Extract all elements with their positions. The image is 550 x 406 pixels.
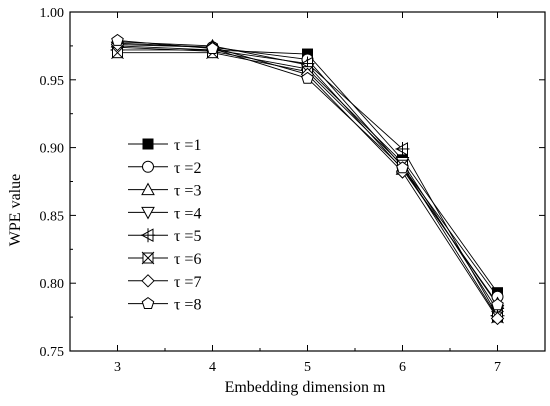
data-point-s8-m5 (301, 71, 314, 84)
legend-marker (141, 274, 155, 288)
y-tick-label: 0.95 (40, 74, 65, 89)
marker-shape (141, 296, 155, 309)
marker-shape (396, 161, 409, 174)
marker-shape (301, 71, 314, 84)
legend-marker (141, 206, 155, 220)
x-tick-label: 5 (304, 360, 311, 375)
legend-marker (141, 251, 155, 265)
legend-marker (142, 160, 154, 173)
legend-marker (142, 138, 154, 150)
legend-item-7: τ =7 (128, 274, 201, 291)
marker-shape (206, 41, 219, 54)
x-tick-label: 7 (494, 360, 501, 375)
marker-x-b (111, 46, 124, 60)
data-point-s8-m7 (491, 298, 504, 311)
y-axis-title: WPE value (7, 174, 24, 246)
legend-label: τ =7 (174, 274, 201, 291)
data-point-s6-m3 (111, 46, 124, 60)
legend-marker (141, 296, 155, 309)
legend-item-8: τ =8 (128, 297, 201, 314)
legend-item-2: τ =2 (128, 160, 201, 177)
data-point-s5-m6 (395, 141, 410, 156)
legend-label: τ =4 (174, 205, 201, 222)
legend-item-5: τ =5 (128, 228, 201, 245)
legend-item-6: τ =6 (128, 251, 201, 268)
y-tick-label: 0.80 (40, 277, 65, 292)
y-tick-label: 0.75 (40, 345, 65, 360)
data-point-s7-m7 (490, 311, 505, 326)
legend-item-1: τ =1 (128, 137, 201, 154)
legend-label: τ =6 (174, 251, 201, 268)
marker-shape (142, 138, 154, 150)
marker-shape (111, 33, 124, 46)
y-tick-label: 0.90 (40, 142, 65, 157)
legend-item-3: τ =3 (128, 182, 201, 200)
legend-label: τ =1 (174, 137, 201, 154)
marker-shape (141, 274, 155, 288)
legend-item-4: τ =4 (128, 205, 201, 222)
legend: τ =1 τ =2 τ =3 τ =4 τ =5 τ =6 τ =7 τ =8 (128, 137, 201, 314)
marker-shape (142, 160, 154, 173)
axes: 3 4 5 6 7 0.75 0.80 0.85 0.90 0.95 1.00 (40, 6, 546, 375)
legend-label: τ =5 (174, 228, 201, 245)
marker-shape (141, 182, 155, 196)
legend-label: τ =3 (174, 183, 201, 200)
data-point-s8-m6 (396, 161, 409, 174)
series-markers (110, 33, 505, 326)
data-point-s8-m4 (206, 41, 219, 54)
legend-label: τ =2 (174, 160, 201, 177)
marker-shape (491, 298, 504, 311)
x-axis-title: Embedding dimension m (225, 379, 386, 396)
legend-marker (140, 228, 155, 243)
y-tick-label: 1.00 (40, 6, 65, 21)
x-tick-label: 6 (399, 360, 406, 375)
x-tick-label: 3 (114, 360, 121, 375)
marker-shape (141, 206, 155, 220)
x-tick-label: 4 (209, 360, 216, 375)
legend-marker (141, 182, 155, 196)
marker-x-b (141, 251, 155, 265)
legend-label: τ =8 (174, 297, 201, 314)
y-tick-label: 0.85 (40, 209, 65, 224)
marker-shape (490, 311, 505, 326)
series-line-4 (117, 46, 498, 311)
data-point-s8-m3 (111, 33, 124, 46)
